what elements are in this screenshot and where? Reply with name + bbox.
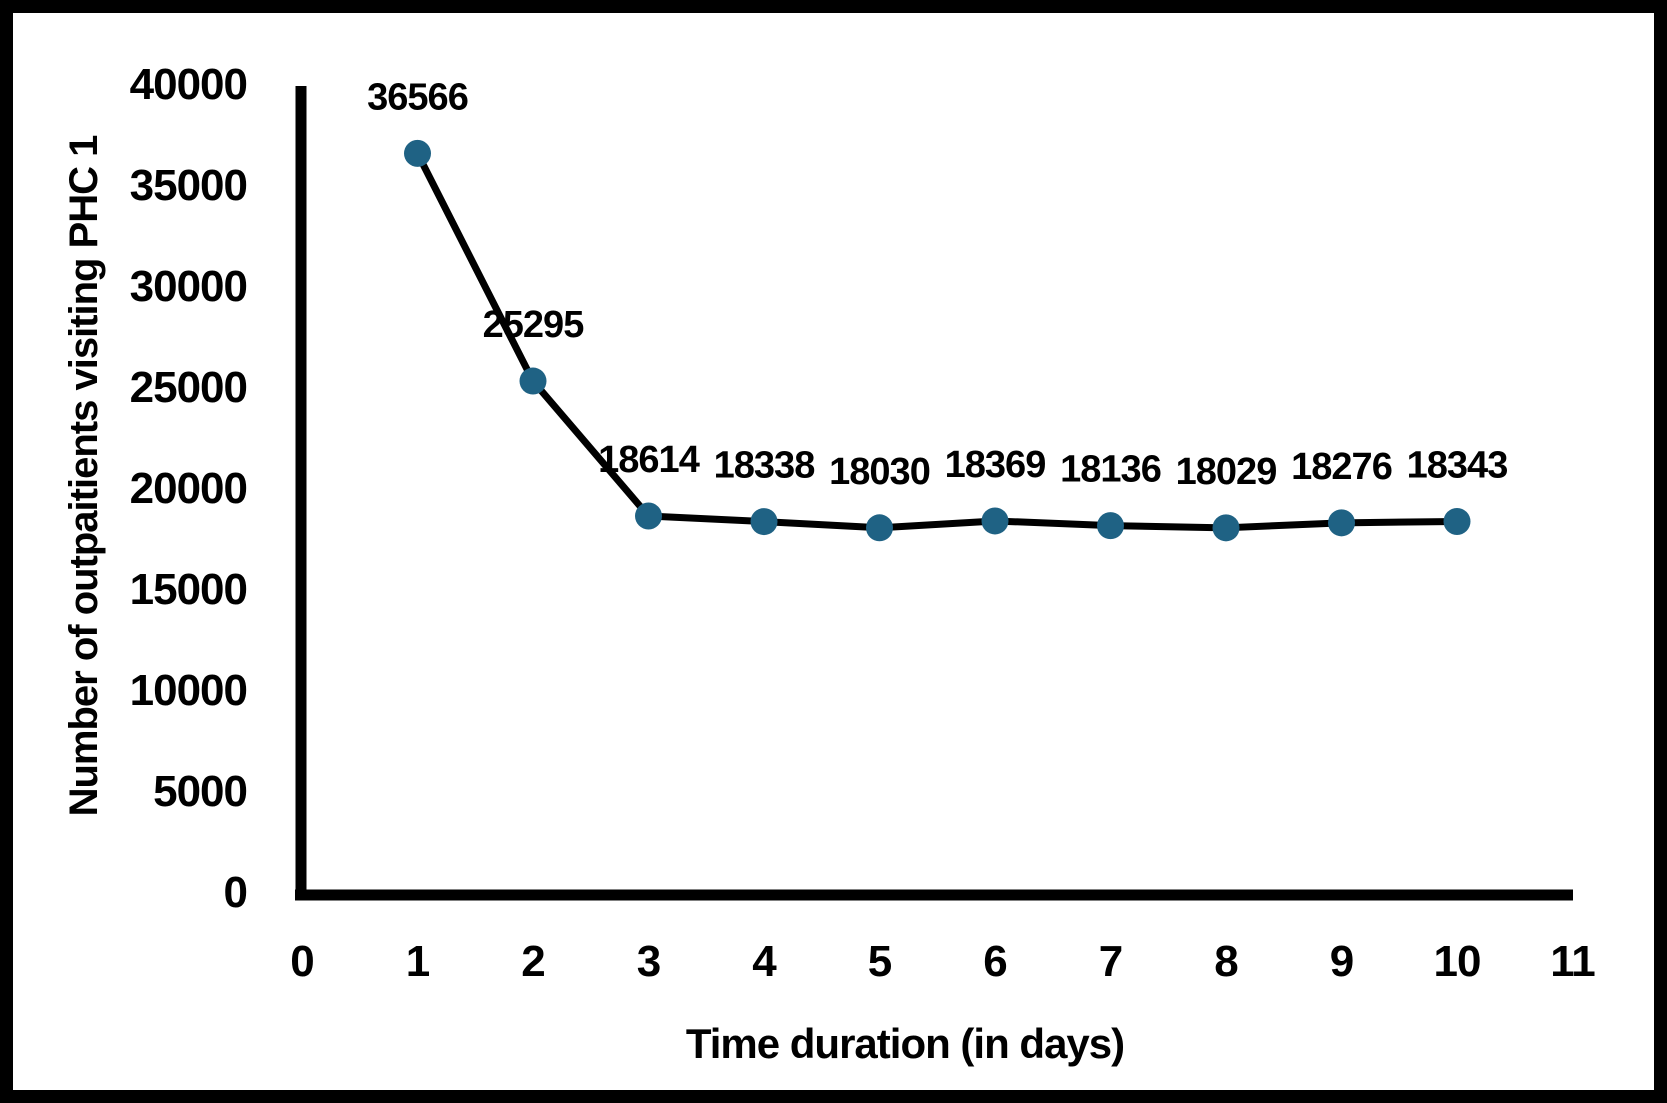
y-tick-label: 25000 <box>130 363 247 412</box>
data-point-label: 18030 <box>829 451 930 493</box>
y-axis-title: Number of outpaitients visiting PHC 1 <box>62 135 106 817</box>
data-point-marker <box>1212 514 1240 542</box>
y-axis-tick-labels: 0 5000 10000 15000 20000 25000 30000 35000 40000 <box>130 60 248 917</box>
data-point-marker <box>1328 509 1355 537</box>
data-point-marker <box>866 514 893 542</box>
y-tick-label: 30000 <box>130 262 247 311</box>
data-point-labels: 36566 25295 18614 18338 18030 18369 18136 18029… <box>367 76 1508 493</box>
x-tick-label: 3 <box>637 937 660 986</box>
x-tick-label: 10 <box>1434 937 1481 986</box>
x-tick-label: 1 <box>406 937 430 986</box>
y-tick-label: 15000 <box>130 565 247 614</box>
data-point-label: 18276 <box>1291 446 1392 488</box>
x-tick-label: 5 <box>868 937 892 986</box>
data-point-marker <box>519 367 547 395</box>
x-axis-tick-labels: 0 1 2 3 4 5 6 7 8 9 10 11 <box>290 937 1596 986</box>
data-point-label: 36566 <box>367 76 468 118</box>
data-point-marker <box>635 502 662 530</box>
y-tick-label: 20000 <box>130 464 247 513</box>
y-tick-label: 10000 <box>130 666 247 715</box>
x-tick-label: 2 <box>521 937 544 986</box>
data-point-marker <box>1097 512 1124 540</box>
data-point-label: 18614 <box>598 439 700 481</box>
x-axis-title: Time duration (in days) <box>686 1020 1124 1067</box>
data-point-marker <box>981 507 1009 535</box>
y-tick-label: 5000 <box>153 767 247 816</box>
x-tick-label: 6 <box>983 937 1006 986</box>
data-point-label: 18369 <box>945 444 1046 486</box>
series-line <box>414 151 1458 532</box>
data-point-marker <box>404 139 431 167</box>
x-tick-label: 0 <box>290 937 313 986</box>
data-point-label: 18136 <box>1060 449 1161 491</box>
data-point-label: 18029 <box>1176 451 1277 493</box>
data-point-label: 25295 <box>483 304 585 346</box>
y-tick-label: 40000 <box>130 60 247 109</box>
x-tick-label: 7 <box>1099 937 1122 986</box>
x-tick-label: 11 <box>1550 937 1595 986</box>
data-point-marker <box>1443 507 1471 535</box>
y-tick-label: 0 <box>224 868 247 917</box>
x-tick-label: 4 <box>752 937 777 986</box>
y-tick-label: 35000 <box>130 161 247 210</box>
x-tick-label: 9 <box>1330 937 1353 986</box>
data-series <box>404 139 1471 542</box>
data-point-label: 18343 <box>1407 444 1508 486</box>
data-point-marker <box>750 508 778 536</box>
x-tick-label: 8 <box>1214 937 1238 986</box>
data-point-label: 18338 <box>714 445 815 487</box>
